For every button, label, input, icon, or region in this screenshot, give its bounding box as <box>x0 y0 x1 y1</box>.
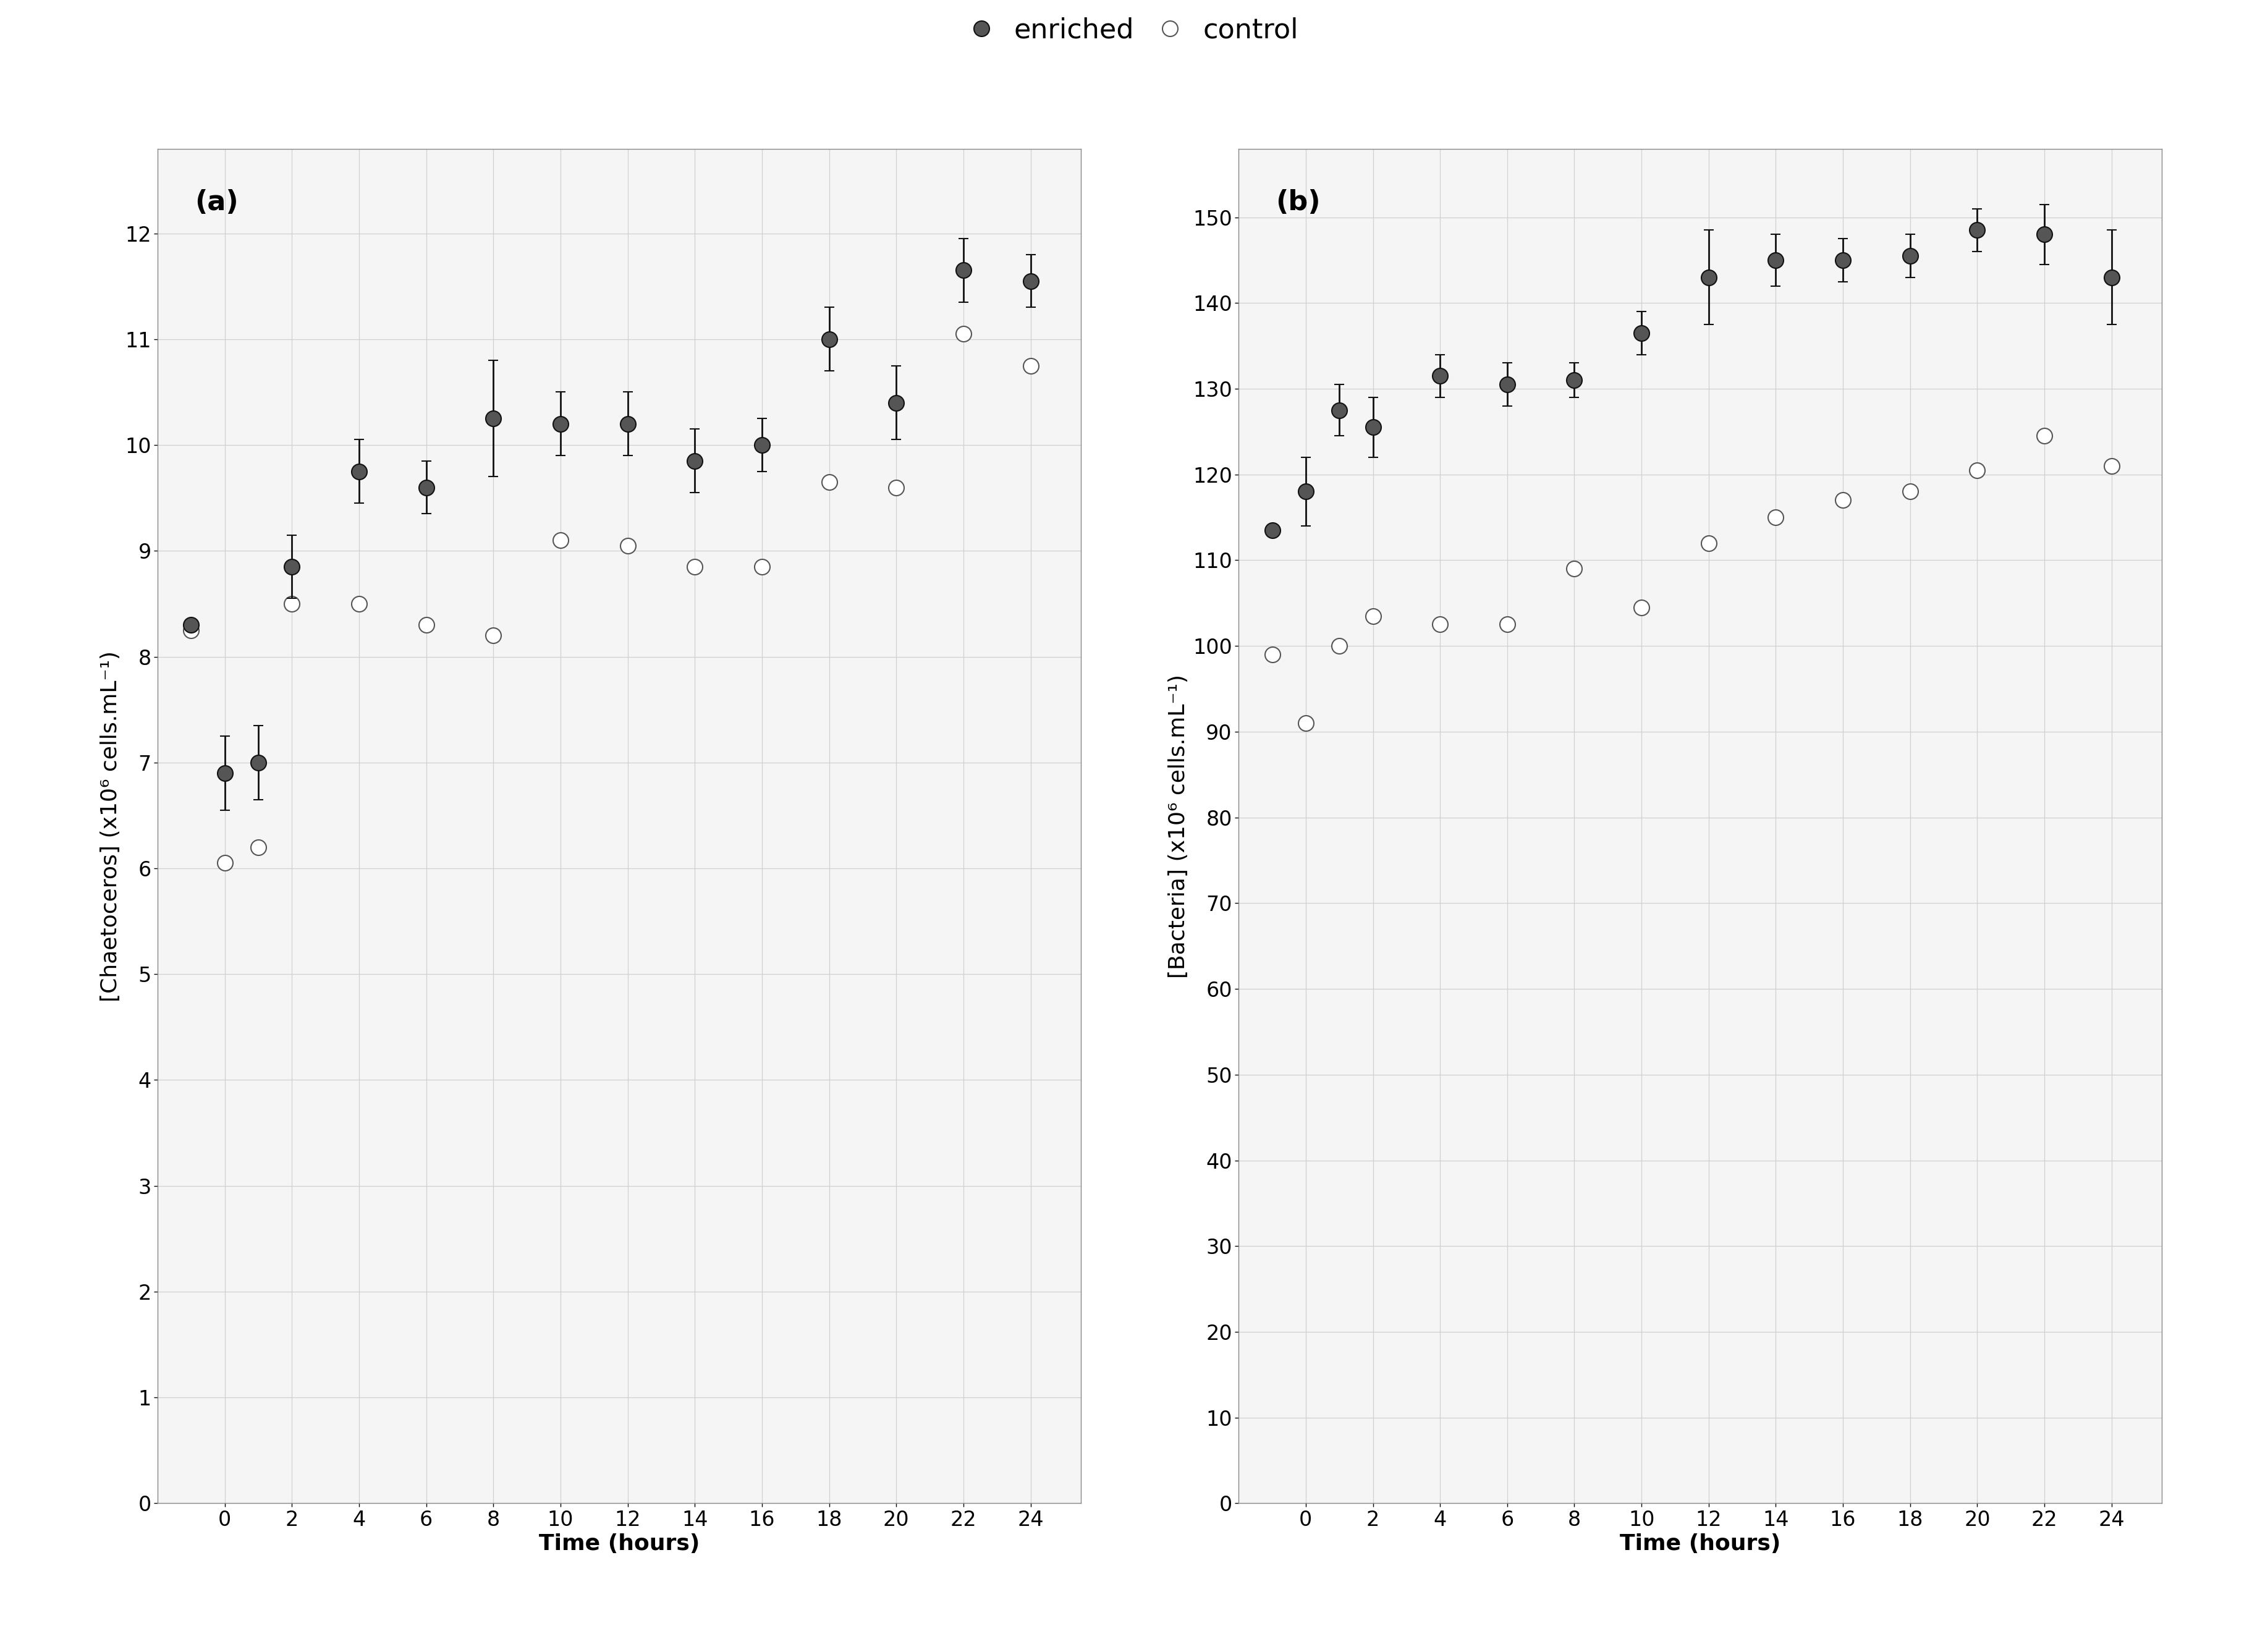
Text: (b): (b) <box>1275 190 1320 216</box>
X-axis label: Time (hours): Time (hours) <box>1619 1533 1781 1555</box>
Y-axis label: [Bacteria] (x10⁶ cells.mL⁻¹): [Bacteria] (x10⁶ cells.mL⁻¹) <box>1169 674 1189 978</box>
X-axis label: Time (hours): Time (hours) <box>538 1533 700 1555</box>
Text: (a): (a) <box>194 190 239 216</box>
Y-axis label: [Chaetoceros] (x10⁶ cells.mL⁻¹): [Chaetoceros] (x10⁶ cells.mL⁻¹) <box>101 651 122 1001</box>
Legend: enriched, control: enriched, control <box>953 17 1299 43</box>
